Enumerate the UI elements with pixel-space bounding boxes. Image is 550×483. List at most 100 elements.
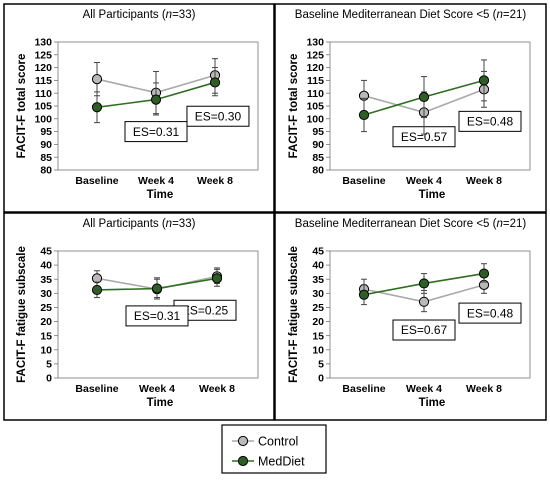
es-annotation-label: ES=0.25 <box>182 303 229 317</box>
legend: Control MedDiet <box>221 424 327 474</box>
data-point <box>91 74 103 85</box>
y-tick-label: 95 <box>40 126 52 138</box>
chart-panel-2: Baseline Mediterranean Diet Score <5 (n=… <box>274 3 547 213</box>
y-tick-label: 5 <box>46 358 52 370</box>
data-point <box>478 268 490 279</box>
y-tick-label: 35 <box>312 274 324 286</box>
y-tick-label: 90 <box>312 139 324 151</box>
y-tick-label: 20 <box>312 316 324 328</box>
y-tick-label: 45 <box>312 246 324 258</box>
y-tick-label: 110 <box>307 88 324 100</box>
y-tick-label: 0 <box>318 373 324 385</box>
y-tick-label: 15 <box>40 330 52 342</box>
data-point <box>478 75 490 86</box>
data-point <box>151 283 163 294</box>
data-point <box>418 278 430 289</box>
legend-label: Control <box>258 435 298 449</box>
chart-panel-4: Baseline Mediterranean Diet Score <5 (n=… <box>274 212 547 421</box>
y-axis-title: FACIT-F fatigue subscale <box>16 246 28 383</box>
legend-box <box>221 424 327 474</box>
series-mediet <box>358 263 490 306</box>
y-tick-label: 40 <box>312 260 324 272</box>
x-tick-label: Baseline <box>75 383 118 395</box>
y-tick-label: 10 <box>312 344 324 356</box>
y-tick-label: 15 <box>312 330 324 342</box>
panel-border <box>3 212 275 421</box>
chart-title: Baseline Mediterranean Diet Score <5 (n=… <box>295 218 527 230</box>
y-tick-label: 25 <box>40 302 52 314</box>
plot-area <box>329 41 531 171</box>
y-tick-label: 115 <box>35 75 52 87</box>
legend-item-mediet: MedDiet <box>232 455 305 469</box>
es-annotation-box <box>458 110 522 132</box>
y-tick-label: 20 <box>40 316 52 328</box>
y-tick-label: 40 <box>40 260 52 272</box>
es-annotation-label: ES=0.48 <box>467 306 514 320</box>
y-tick-label: 85 <box>40 152 52 164</box>
y-tick-label: 110 <box>35 88 52 100</box>
legend-swatch-marker <box>237 435 249 447</box>
es-annotation-label: ES=0.57 <box>401 130 448 144</box>
y-axis-title: FACIT-F total score <box>288 54 300 159</box>
chart-panel-3: All Participants (n=33) 0 5 10 15 20 25 30 35 40 4… <box>3 212 275 421</box>
series-mediet <box>91 268 223 300</box>
x-axis-title: Time <box>147 397 174 409</box>
chart-panel-1: All Participants (n=33) 80859095100105110… <box>3 3 275 213</box>
x-tick-label: Week 8 <box>466 175 502 187</box>
y-axis-title: FACIT-F total score <box>16 54 28 159</box>
es-annotation-label: ES=0.30 <box>195 109 242 123</box>
data-point <box>358 109 370 121</box>
plot-area <box>329 250 531 379</box>
legend-item-control: Control <box>232 435 298 449</box>
data-point <box>211 273 223 284</box>
y-tick-label: 105 <box>306 101 324 113</box>
es-annotation-box <box>125 305 189 327</box>
y-tick-label: 80 <box>40 165 52 177</box>
x-tick-label: Week 4 <box>139 383 175 395</box>
y-tick-label: 80 <box>312 165 324 177</box>
y-tick-label: 45 <box>40 246 52 258</box>
data-point <box>418 91 430 103</box>
series-mediet <box>91 67 221 124</box>
y-tick-label: 25 <box>312 302 324 314</box>
x-tick-label: Week 4 <box>406 175 442 187</box>
chart-title: Baseline Mediterranean Diet Score <5 (n=… <box>295 9 527 21</box>
y-tick-label: 100 <box>306 113 324 125</box>
data-point <box>209 77 221 88</box>
es-annotation-box <box>186 105 250 127</box>
y-tick-label: 30 <box>40 288 52 300</box>
es-annotation-box <box>458 302 522 324</box>
x-tick-label: Baseline <box>75 175 118 187</box>
data-point <box>418 296 430 307</box>
panel-border <box>274 3 547 213</box>
y-tick-label: 120 <box>306 62 324 74</box>
y-tick-label: 115 <box>307 75 324 87</box>
plot-area <box>57 250 259 379</box>
chart-title: All Participants (n=33) <box>83 9 196 21</box>
legend-swatch-marker <box>237 455 249 467</box>
x-axis-title: Time <box>147 189 174 201</box>
es-annotation-label: ES=0.48 <box>467 115 514 129</box>
data-point <box>150 94 162 105</box>
panel-border <box>3 3 275 213</box>
y-axis-title: FACIT-F fatigue subscale <box>288 246 300 383</box>
y-tick-label: 105 <box>34 101 52 113</box>
es-annotation-box <box>124 121 188 143</box>
x-tick-label: Week 4 <box>406 383 442 395</box>
y-tick-label: 5 <box>318 358 324 370</box>
y-tick-label: 10 <box>40 344 52 356</box>
es-annotation-label: ES=0.31 <box>134 309 181 323</box>
es-annotation-box <box>392 319 456 341</box>
es-annotation-label: ES=0.67 <box>401 323 448 337</box>
y-tick-label: 95 <box>312 126 324 138</box>
x-tick-label: Baseline <box>342 383 385 395</box>
x-tick-label: Baseline <box>342 175 385 187</box>
data-point <box>358 289 370 300</box>
y-tick-label: 35 <box>40 274 52 286</box>
data-point <box>91 102 103 113</box>
y-tick-label: 130 <box>34 37 52 49</box>
y-tick-label: 30 <box>312 288 324 300</box>
x-tick-label: Week 8 <box>466 383 502 395</box>
